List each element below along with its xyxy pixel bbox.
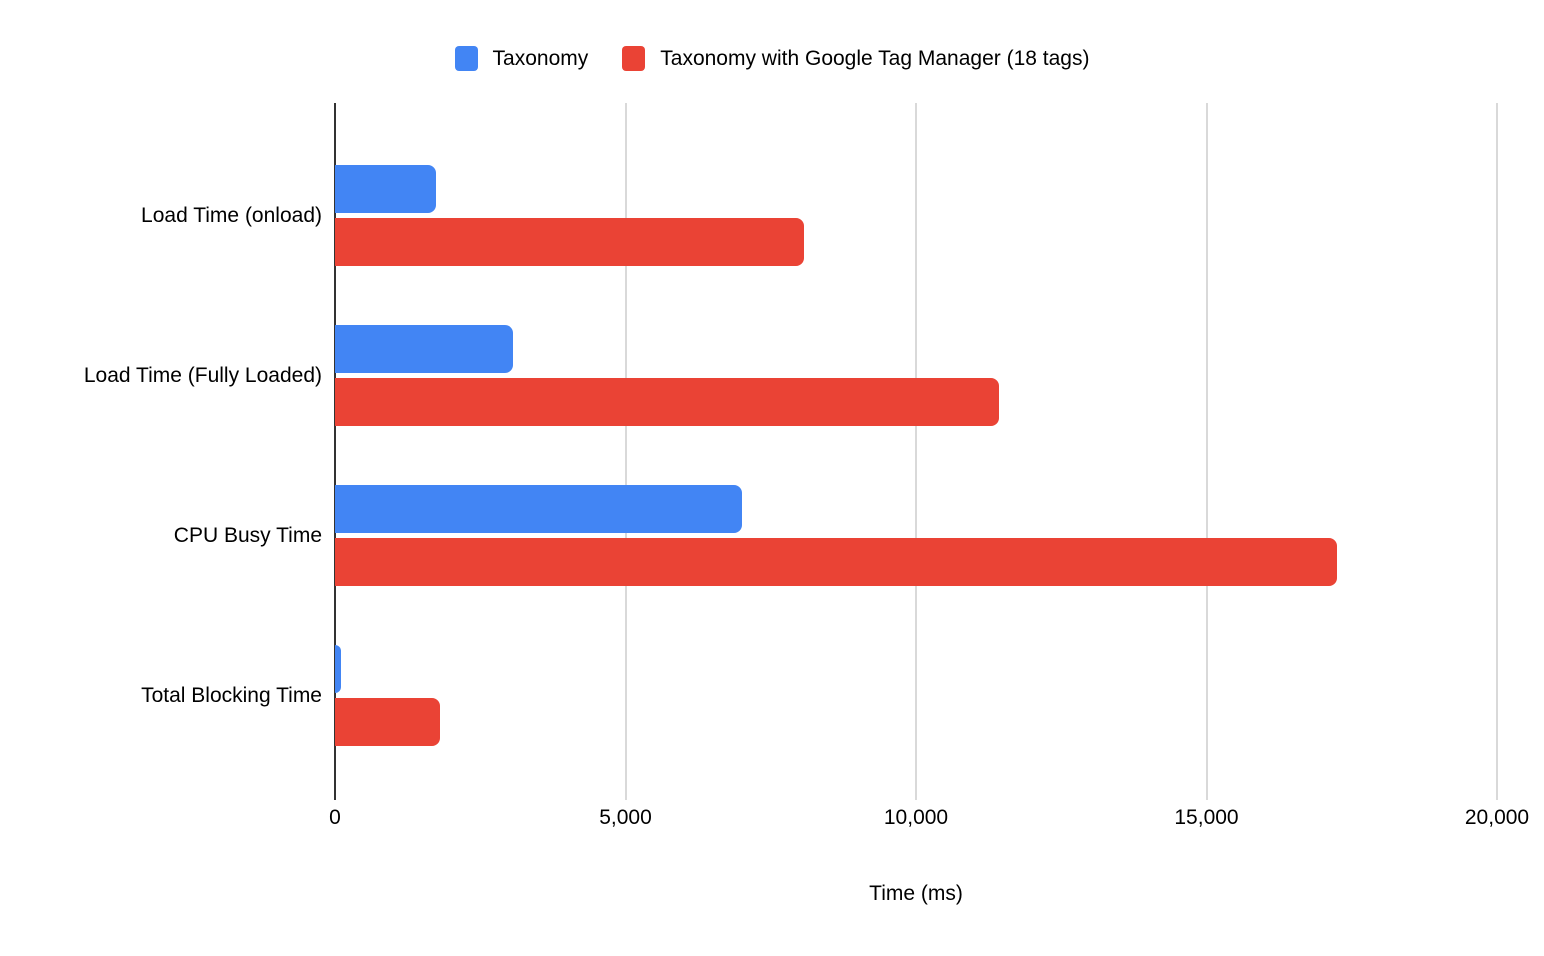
x-tick-15000 [1205, 790, 1208, 800]
chart-legend: Taxonomy Taxonomy with Google Tag Manage… [0, 46, 1544, 71]
category-label-load-time-fully-loaded: Load Time (Fully Loaded) [83, 364, 322, 387]
gridline-20000 [1496, 103, 1498, 790]
bar-taxonomy-with-google-tag-manager-18-tags-load-time-fully-loaded [335, 378, 1000, 426]
gridline-15000 [1205, 103, 1208, 790]
legend-item-taxonomy: Taxonomy [454, 46, 589, 71]
legend-label-taxonomy: Taxonomy [492, 47, 589, 70]
baseline-axis-line [334, 103, 336, 790]
gridline-10000 [915, 103, 917, 790]
legend-item-taxonomy-gtm: Taxonomy with Google Tag Manager (18 tag… [622, 46, 1089, 71]
bar-taxonomy-load-time-onload [335, 165, 437, 213]
gridline-5000 [624, 103, 627, 790]
bar-taxonomy-cpu-busy-time [335, 485, 742, 533]
x-tick-label-5000: 5,000 [599, 806, 652, 829]
category-label-total-blocking-time: Total Blocking Time [141, 684, 322, 707]
x-tick-label-15000: 15,000 [1174, 806, 1239, 829]
legend-swatch-blue-icon [454, 46, 478, 71]
x-tick-20000 [1496, 790, 1498, 800]
bar-taxonomy-with-google-tag-manager-18-tags-cpu-busy-time [335, 538, 1338, 586]
bar-taxonomy-with-google-tag-manager-18-tags-total-blocking-time [335, 698, 440, 746]
bar-taxonomy-total-blocking-time [335, 645, 341, 693]
legend-label-taxonomy-gtm: Taxonomy with Google Tag Manager (18 tag… [660, 47, 1090, 70]
plot-area: 0 5,000 10,000 15,000 20,000 [329, 103, 1529, 829]
legend-swatch-red-icon [622, 46, 646, 71]
bar-taxonomy-with-google-tag-manager-18-tags-load-time-onload [335, 218, 805, 266]
x-tick-label-10000: 10,000 [883, 806, 949, 829]
bar-taxonomy-load-time-fully-loaded [335, 325, 514, 373]
category-label-cpu-busy-time: CPU Busy Time [173, 524, 322, 547]
x-tick-0 [334, 790, 336, 800]
x-tick-5000 [624, 790, 627, 800]
category-label-load-time-onload: Load Time (onload) [141, 204, 322, 227]
x-tick-10000 [915, 790, 917, 800]
x-tick-label-0: 0 [329, 806, 341, 829]
x-axis-title: Time (ms) [869, 882, 963, 905]
x-tick-label-20000: 20,000 [1464, 806, 1530, 829]
